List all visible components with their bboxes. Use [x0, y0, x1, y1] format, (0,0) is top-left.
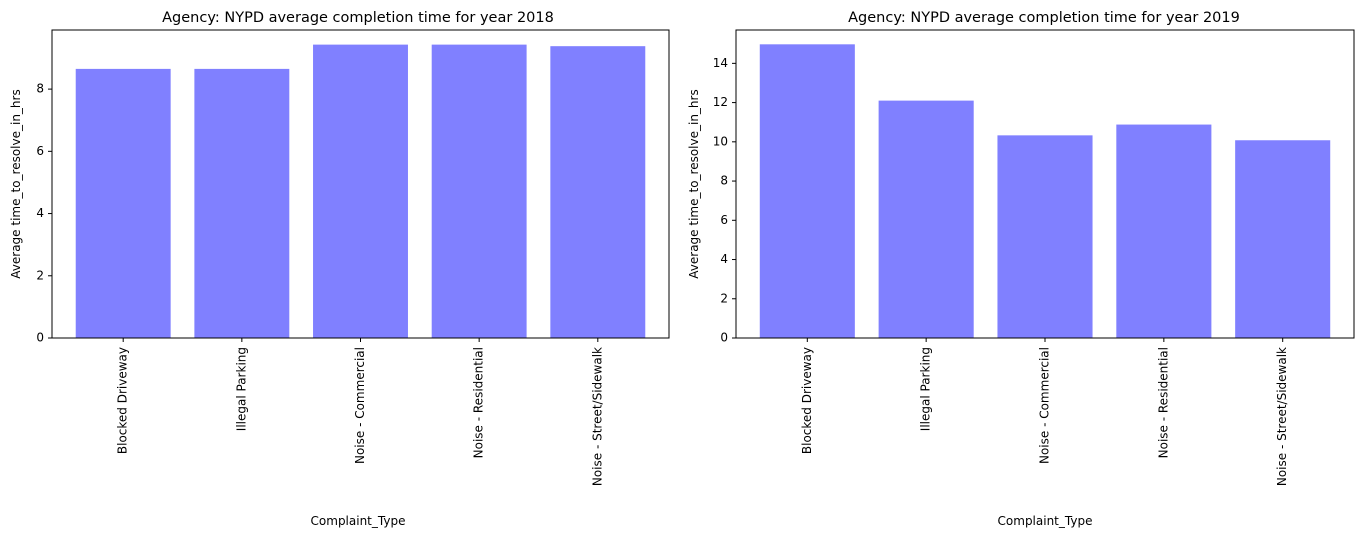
chart-title: Agency: NYPD average completion time for… [848, 10, 1240, 26]
x-tick-label: Noise - Commercial [1038, 347, 1052, 464]
y-tick-label: 14 [713, 56, 728, 70]
y-tick-label: 10 [713, 134, 728, 148]
y-axis-label: Average time_to_resolve_in_hrs [687, 89, 701, 278]
x-ticks: Blocked Driveway Illegal Parking Noise - C… [116, 338, 604, 486]
bar [550, 46, 646, 339]
y-tick-label: 0 [36, 331, 44, 345]
bar [759, 44, 855, 338]
x-tick-label: Noise - Street/Sidewalk [1275, 347, 1289, 486]
x-tick-label: Illegal Parking [919, 347, 933, 431]
bar [997, 135, 1093, 338]
bar [75, 68, 171, 338]
x-tick-label: Noise - Residential [472, 347, 486, 458]
x-tick-label: Blocked Driveway [800, 347, 814, 454]
x-tick-label: Blocked Driveway [116, 347, 130, 454]
bar [1235, 140, 1331, 338]
x-tick-label: Noise - Commercial [353, 347, 367, 464]
bar [1116, 124, 1212, 338]
x-tick-label: Noise - Street/Sidewalk [590, 347, 604, 486]
y-tick-label: 2 [36, 268, 44, 282]
y-tick-label: 8 [720, 174, 728, 188]
y-tick-label: 6 [720, 213, 728, 227]
y-ticks: 0 2 4 6 8 10 12 14 [713, 56, 736, 345]
bar [878, 100, 974, 339]
plot-frame [735, 29, 1355, 339]
chart-2019: Agency: NYPD average completion time for… [687, 10, 1355, 528]
plot-frame [51, 29, 670, 339]
x-tick-label: Noise - Residential [1156, 347, 1170, 458]
chart-title: Agency: NYPD average completion time for… [162, 10, 554, 26]
bars [75, 44, 646, 339]
y-tick-label: 12 [713, 95, 728, 109]
y-ticks: 0 2 4 6 8 [36, 82, 52, 345]
y-tick-label: 2 [720, 291, 728, 305]
x-axis-label: Complaint_Type [311, 514, 406, 528]
y-tick-label: 6 [36, 144, 44, 158]
x-ticks: Blocked Driveway Illegal Parking Noise - C… [800, 338, 1289, 486]
y-tick-label: 0 [720, 331, 728, 345]
y-tick-label: 4 [36, 206, 44, 220]
bar [313, 44, 408, 339]
chart-2018: Agency: NYPD average completion time for… [9, 10, 670, 528]
y-tick-label: 4 [720, 252, 728, 266]
y-tick-label: 8 [36, 82, 44, 96]
x-axis-label: Complaint_Type [998, 514, 1093, 528]
x-tick-label: Illegal Parking [234, 347, 248, 431]
bar [194, 68, 290, 338]
y-axis-label: Average time_to_resolve_in_hrs [9, 89, 23, 278]
bar [431, 44, 527, 339]
bars [759, 44, 1331, 339]
